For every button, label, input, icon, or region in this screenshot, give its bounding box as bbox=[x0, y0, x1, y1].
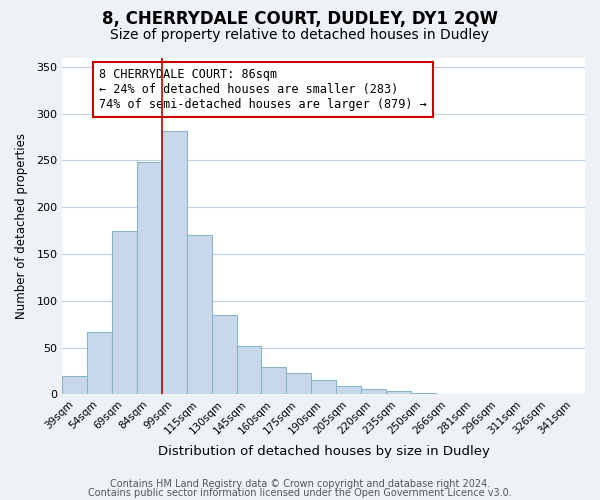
Bar bbox=[286, 373, 311, 394]
Bar bbox=[137, 162, 162, 394]
Bar bbox=[187, 236, 212, 394]
Bar bbox=[112, 230, 137, 394]
Y-axis label: Number of detached properties: Number of detached properties bbox=[15, 133, 28, 319]
Bar bbox=[361, 389, 386, 394]
Bar bbox=[386, 390, 411, 394]
Bar bbox=[311, 380, 336, 394]
Bar bbox=[411, 392, 436, 394]
Bar bbox=[336, 386, 361, 394]
Text: 8, CHERRYDALE COURT, DUDLEY, DY1 2QW: 8, CHERRYDALE COURT, DUDLEY, DY1 2QW bbox=[102, 10, 498, 28]
Text: 8 CHERRYDALE COURT: 86sqm
← 24% of detached houses are smaller (283)
74% of semi: 8 CHERRYDALE COURT: 86sqm ← 24% of detac… bbox=[99, 68, 427, 110]
Bar bbox=[212, 315, 236, 394]
Text: Contains public sector information licensed under the Open Government Licence v3: Contains public sector information licen… bbox=[88, 488, 512, 498]
Text: Size of property relative to detached houses in Dudley: Size of property relative to detached ho… bbox=[110, 28, 490, 42]
Bar bbox=[62, 376, 87, 394]
Bar bbox=[262, 368, 286, 394]
Bar bbox=[162, 132, 187, 394]
Bar bbox=[236, 346, 262, 395]
Bar bbox=[87, 332, 112, 394]
Text: Contains HM Land Registry data © Crown copyright and database right 2024.: Contains HM Land Registry data © Crown c… bbox=[110, 479, 490, 489]
X-axis label: Distribution of detached houses by size in Dudley: Distribution of detached houses by size … bbox=[158, 444, 490, 458]
